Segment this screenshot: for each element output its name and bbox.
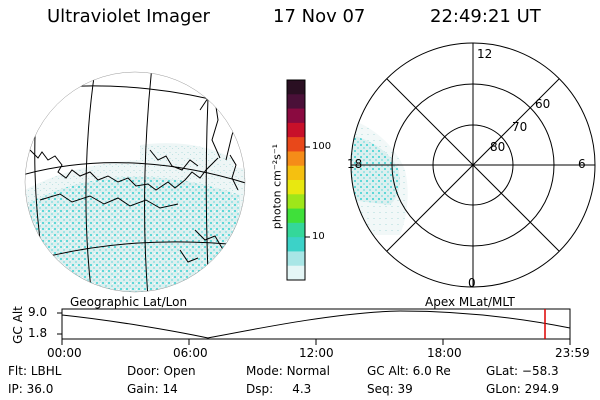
colorbar-tick-10: 10 [312,231,325,242]
altitude-ytick-9: 9.0 [28,305,48,319]
mlat-label-70: 70 [512,120,528,134]
altitude-xtick-2359: 23:59 [555,346,590,360]
colorbar-cell [287,194,305,210]
altitude-xtick-1200: 12:00 [299,346,334,360]
polar-plot-label: Apex MLat/MLT [425,295,515,309]
status-glon: GLon: 294.9 [486,382,559,396]
status-gain: Gain: 14 [127,382,178,396]
colorbar-cell [287,151,305,167]
mlt-label-12: 12 [477,47,493,61]
colorbar-cell [287,265,305,281]
instrument-title: Ultraviolet Imager [47,6,210,27]
colorbar-cell [287,208,305,224]
colorbar-cell [287,137,305,152]
colorbar-cell [287,122,305,138]
colorbar-cell [287,222,305,238]
altitude-ytick-1.8: 1.8 [28,326,48,340]
status-ip: IP: 36.0 [8,382,54,396]
colorbar-cell [287,180,305,195]
mlat-label-60: 60 [535,97,551,111]
altitude-curve [61,310,571,339]
altitude-xtick-1800: 18:00 [427,346,462,360]
status-seq: Seq: 39 [367,382,413,396]
mlat-label-80: 80 [490,140,506,154]
status-mode: Mode: Normal [246,364,330,378]
aurora-emission-polar [351,120,408,235]
altitude-ylabel: GC Alt [11,306,25,344]
mlt-label-0: 0 [468,276,476,290]
colorbar-cell [287,108,305,124]
coastlines [29,89,241,263]
altitude-xtick-0000: 00:00 [47,346,82,360]
time-label: 22:49:21 UT [430,6,541,27]
colorbar-cell [287,237,305,252]
status-flt: Flt: LBHL [8,364,62,378]
globe-limb [24,71,246,293]
colorbar-cell [287,165,305,181]
status-dsp: Dsp: 4.3 [246,382,312,396]
colorbar-cell [287,80,305,95]
mlt-label-6: 6 [578,157,586,171]
colorbar-tick-100: 100 [312,141,332,152]
status-glat: GLat: −58.3 [486,364,559,378]
altitude-xtick-0600: 06:00 [173,346,208,360]
status-door: Door: Open [127,364,196,378]
altitude-plot-frame [61,308,571,340]
mlt-label-18: 18 [347,157,363,171]
date-label: 17 Nov 07 [273,6,366,27]
colorbar-cell [287,94,305,110]
geo-map-label: Geographic Lat/Lon [70,295,188,309]
colorbar-cell [287,251,305,267]
aurora-emission-geo [25,143,245,292]
status-gc-alt: GC Alt: 6.0 Re [367,364,451,378]
